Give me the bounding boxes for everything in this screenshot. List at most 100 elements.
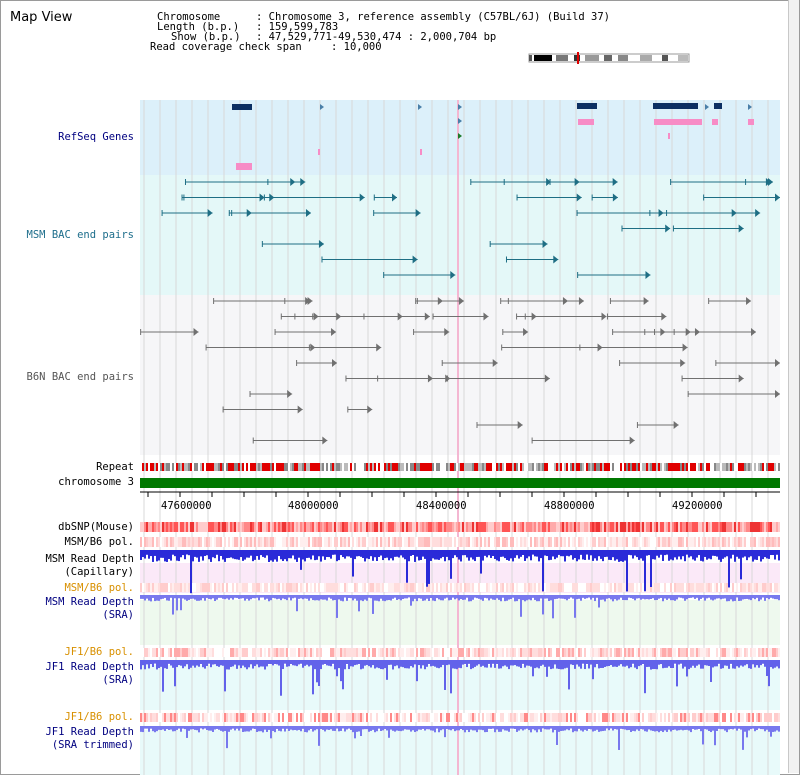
polymorphism-segment [348, 522, 350, 532]
read-depth-bar [378, 726, 380, 729]
read-depth-bar [322, 550, 324, 557]
track-label-repeat[interactable]: Repeat [96, 461, 134, 473]
track-label-jf1-b6-pol-1[interactable]: JF1/B6 pol. [64, 646, 134, 658]
read-depth-bar [720, 595, 722, 600]
polymorphism-segment [400, 648, 402, 657]
read-depth-bar [442, 726, 444, 730]
read-depth-bar [556, 595, 558, 599]
track-label-msm-depth-sra-1[interactable]: MSM Read Depth [45, 596, 134, 608]
track-label-refseq[interactable]: RefSeq Genes [58, 131, 134, 143]
read-depth-bar [592, 726, 594, 732]
repeat-segment [262, 463, 264, 471]
polymorphism-segment [726, 713, 728, 722]
repeat-segment [558, 463, 560, 471]
polymorphism-segment [720, 522, 722, 532]
read-depth-bar [400, 595, 402, 601]
polymorphism-segment [650, 583, 652, 592]
read-depth-bar [652, 660, 654, 670]
track-label-dbsnp[interactable]: dbSNP(Mouse) [58, 521, 134, 533]
read-depth-bar [702, 726, 704, 745]
polymorphism-segment [566, 537, 568, 547]
track-label-msm-b6-pol-2[interactable]: MSM/B6 pol. [64, 582, 134, 594]
polymorphism-segment [520, 713, 522, 722]
polymorphism-segment [222, 537, 224, 547]
polymorphism-segment [380, 648, 382, 657]
bac-end-marker [450, 271, 456, 279]
polymorphism-segment [204, 648, 206, 657]
polymorphism-segment [628, 522, 630, 532]
bac-end-marker [738, 374, 744, 383]
polymorphism-segment [388, 713, 390, 722]
polymorphism-segment [432, 713, 434, 722]
read-depth-bar [336, 660, 338, 677]
polymorphism-segment [416, 713, 418, 722]
polymorphism-segment [692, 522, 694, 532]
polymorphism-segment [270, 583, 272, 592]
read-depth-bar [624, 660, 626, 667]
repeat-segment [736, 463, 738, 471]
polymorphism-segment [776, 537, 778, 547]
read-depth-bar [318, 660, 320, 686]
polymorphism-segment [532, 648, 534, 657]
polymorphism-segment [400, 713, 402, 722]
polymorphism-segment [298, 537, 300, 547]
read-depth-bar [484, 726, 486, 733]
track-label-jf1-depth-trimmed-1[interactable]: JF1 Read Depth [45, 726, 134, 738]
bac-end-marker [269, 193, 275, 202]
vertical-scrollbar[interactable] [788, 0, 799, 773]
read-depth-bar [650, 550, 652, 587]
polymorphism-segment [458, 537, 460, 547]
polymorphism-segment [208, 522, 210, 532]
read-depth-bar [750, 726, 752, 730]
polymorphism-segment [670, 522, 672, 532]
polymorphism-segment [562, 713, 564, 722]
read-depth-bar [342, 595, 344, 602]
read-depth-bar [172, 595, 174, 615]
track-label-chromosome[interactable]: chromosome 3 [58, 476, 134, 488]
read-depth-bar [184, 660, 186, 667]
polymorphism-segment [462, 713, 464, 722]
read-depth-bar [574, 595, 576, 618]
polymorphism-segment [410, 537, 412, 547]
polymorphism-segment [368, 648, 370, 657]
read-depth-bar [638, 660, 640, 667]
read-depth-bar [488, 726, 490, 729]
read-depth-bar [470, 660, 472, 670]
repeat-segment [628, 463, 630, 471]
read-depth-bar [712, 660, 714, 668]
track-label-msm-b6-pol-1[interactable]: MSM/B6 pol. [64, 536, 134, 548]
track-label-msm-depth-capillary-1[interactable]: MSM Read Depth [45, 553, 134, 565]
track-label-b6n-bac[interactable]: B6N BAC end pairs [26, 371, 134, 383]
read-depth-bar [654, 660, 656, 670]
polymorphism-segment [696, 583, 698, 592]
polymorphism-segment [684, 583, 686, 592]
polymorphism-segment [664, 713, 666, 722]
polymorphism-segment [354, 522, 356, 532]
repeat-segment [334, 463, 336, 471]
polymorphism-segment [460, 583, 462, 592]
repeat-segment [496, 463, 498, 471]
read-depth-bar [758, 595, 760, 602]
track-label-msm-bac[interactable]: MSM BAC end pairs [26, 229, 134, 241]
read-depth-bar [454, 595, 456, 600]
track-label-jf1-b6-pol-2[interactable]: JF1/B6 pol. [64, 711, 134, 723]
polymorphism-segment [704, 583, 706, 592]
track-label-jf1-depth-sra-1[interactable]: JF1 Read Depth [45, 661, 134, 673]
read-depth-bar [544, 660, 546, 667]
read-depth-bar [522, 726, 524, 731]
polymorphism-segment [608, 537, 610, 547]
read-depth-bar [258, 550, 260, 560]
read-depth-bar [412, 660, 414, 668]
read-depth-bar [386, 726, 388, 731]
read-depth-bar [308, 726, 310, 731]
polymorphism-segment [742, 713, 744, 722]
polymorphism-segment [564, 537, 566, 547]
polymorphism-segment [358, 522, 360, 532]
polymorphism-segment [568, 583, 570, 592]
polymorphism-segment [686, 537, 688, 547]
repeat-segment [158, 463, 160, 471]
polymorphism-segment [598, 583, 600, 592]
polymorphism-segment [728, 583, 730, 592]
polymorphism-segment [714, 522, 716, 532]
